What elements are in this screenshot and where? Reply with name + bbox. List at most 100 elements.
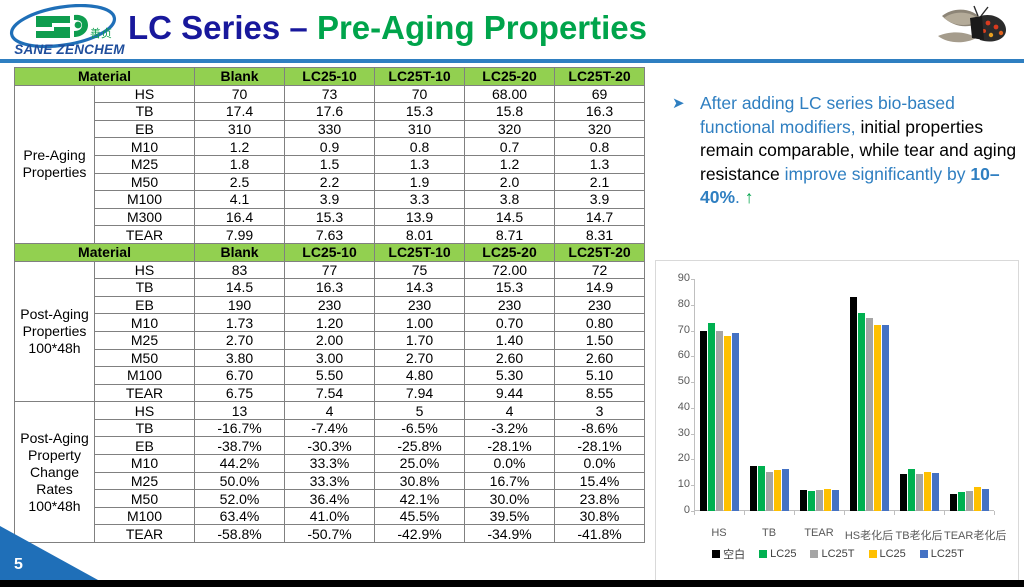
table-cell: 4.80	[374, 366, 466, 385]
table-row: M10 1.2 0.9 0.8 0.7 0.8	[15, 137, 646, 156]
y-axis-label: 40	[677, 400, 690, 413]
property-label: HS	[93, 401, 196, 420]
table-cell: 3.3	[374, 190, 466, 209]
chart-bar	[749, 466, 757, 511]
table-cell: 1.3	[374, 154, 466, 174]
chart-bar	[957, 491, 965, 511]
table-cell: 72.00	[464, 260, 556, 280]
property-label: EB	[93, 119, 196, 139]
summary-seg5: .	[735, 187, 740, 207]
table-cell: 70	[194, 84, 286, 104]
chart-plot-area: 0 10 20 30 40 50 60 70 80 90 HS TB TEAR HS老化后 TB老化后 TEA…	[678, 272, 1007, 542]
y-axis-tick	[691, 382, 695, 384]
table-cell: 1.5	[284, 154, 376, 174]
table-row: TEAR -58.8% -50.7% -42.9% -34.9% -41.8%	[15, 524, 646, 544]
table-cell: 3.80	[194, 348, 286, 368]
table-cell: 3.00	[284, 348, 376, 368]
column-header: LC25T-20	[554, 242, 646, 262]
table-cell: 4	[464, 401, 556, 420]
table-cell: 73	[284, 84, 376, 104]
up-arrow-icon: ↑	[744, 187, 754, 207]
table-header-row: Material Blank LC25-10 LC25T-10 LC25-20 LC25T…	[13, 67, 646, 86]
x-axis-tick	[694, 511, 695, 515]
table-cell: 44.2%	[194, 454, 286, 473]
properties-tables: Material Blank LC25-10 LC25T-10 LC25-20 LC25T…	[13, 67, 646, 544]
table-cell: -41.8%	[554, 524, 646, 544]
table-cell: 1.8	[194, 154, 286, 174]
company-logo: 善贞 SANE ZENCHEM	[8, 4, 126, 57]
table-cell: 9.44	[464, 383, 556, 403]
table-cell: 16.4	[194, 207, 286, 227]
chart-bar-group	[899, 279, 940, 511]
column-header: Blank	[194, 242, 286, 262]
table-cell: 1.2	[464, 154, 556, 174]
x-axis-label: TEAR老化后	[944, 530, 1007, 542]
chart-bar-group	[849, 279, 890, 511]
properties-table: Material Blank LC25-10 LC25T-10 LC25-20 LC25T…	[13, 67, 646, 544]
table-row: EB -38.7% -30.3% -25.8% -28.1% -28.1%	[15, 436, 646, 456]
x-axis-label: HS老化后	[844, 530, 894, 542]
x-axis-line	[694, 510, 994, 511]
column-header: LC25T-20	[554, 67, 646, 86]
table-cell: 16.3	[554, 102, 646, 121]
chart-bar	[823, 488, 831, 511]
table-cell: -34.9%	[464, 524, 556, 544]
table-cell: -6.5%	[374, 418, 466, 438]
table-cell: 230	[374, 295, 466, 315]
chart-bar	[973, 486, 981, 511]
table-cell: 5	[374, 401, 466, 420]
y-axis-label: 60	[677, 349, 690, 362]
table-cell: 1.00	[374, 313, 466, 332]
table-row: EB 190 230 230 230 230	[15, 295, 646, 315]
legend-swatch	[919, 550, 928, 558]
table-row: M50 2.5 2.2 1.9 2.0 2.1	[15, 172, 646, 192]
property-label: M10	[93, 313, 196, 332]
chart-bar	[965, 490, 973, 511]
table-cell: 14.5	[464, 207, 556, 227]
table-cell: 6.70	[194, 366, 286, 385]
table-cell: 42.1%	[374, 489, 466, 508]
table-cell: 320	[554, 119, 646, 139]
table-cell: 2.1	[554, 172, 646, 192]
legend-label: LC25T	[930, 548, 964, 560]
table-row: M300 16.4 15.3 13.9 14.5 14.7	[15, 207, 646, 227]
title-divider	[0, 59, 1024, 63]
y-axis-tick	[691, 433, 695, 435]
table-cell: 0.70	[464, 313, 556, 332]
summary-callout: ➤ After adding LC series bio-based funct…	[672, 92, 1017, 210]
table-cell: 1.50	[554, 330, 646, 350]
chart-legend: 空白 LC25 LC25T LC25 LC25T	[656, 546, 1020, 562]
table-row: M100 63.4% 41.0% 45.5% 39.5% 30.8%	[15, 506, 646, 526]
column-header-material: Material	[13, 242, 196, 262]
y-axis-label: 20	[677, 452, 690, 465]
summary-range: 10–40%	[700, 163, 1000, 208]
table-cell: 230	[554, 295, 646, 315]
y-axis-label: 50	[677, 375, 690, 388]
table-cell: 15.4%	[554, 471, 646, 491]
table-cell: 15.3	[284, 207, 376, 227]
table-cell: 5.50	[284, 366, 376, 385]
table-row: M10 44.2% 33.3% 25.0% 0.0% 0.0%	[15, 454, 646, 473]
chart-bar	[981, 488, 989, 511]
chart-bar	[757, 465, 765, 511]
slide-number: 5	[14, 556, 23, 573]
property-label: M300	[93, 207, 196, 227]
chart-bar	[907, 468, 915, 511]
legend-item: LC25	[759, 548, 796, 560]
y-axis-tick	[691, 304, 695, 306]
table-cell: 70	[374, 84, 466, 104]
table-cell: 6.75	[194, 383, 286, 403]
table-row: M25 50.0% 33.3% 30.8% 16.7% 15.4%	[15, 471, 646, 491]
table-cell: 7.99	[194, 225, 286, 244]
table-cell: 16.7%	[464, 471, 556, 491]
table-row: TB 17.4 17.6 15.3 15.8 16.3	[15, 102, 646, 121]
x-axis-tick	[944, 511, 945, 515]
y-axis-label: 10	[677, 478, 690, 491]
logo-chinese-text: 善贞	[90, 26, 112, 40]
page-title-part2: Pre-Aging Properties	[316, 9, 648, 46]
table-cell: 33.3%	[284, 471, 376, 491]
table-cell: 2.70	[374, 348, 466, 368]
property-label: EB	[93, 295, 196, 315]
table-cell: 16.3	[284, 278, 376, 297]
x-axis-tick	[994, 511, 995, 515]
